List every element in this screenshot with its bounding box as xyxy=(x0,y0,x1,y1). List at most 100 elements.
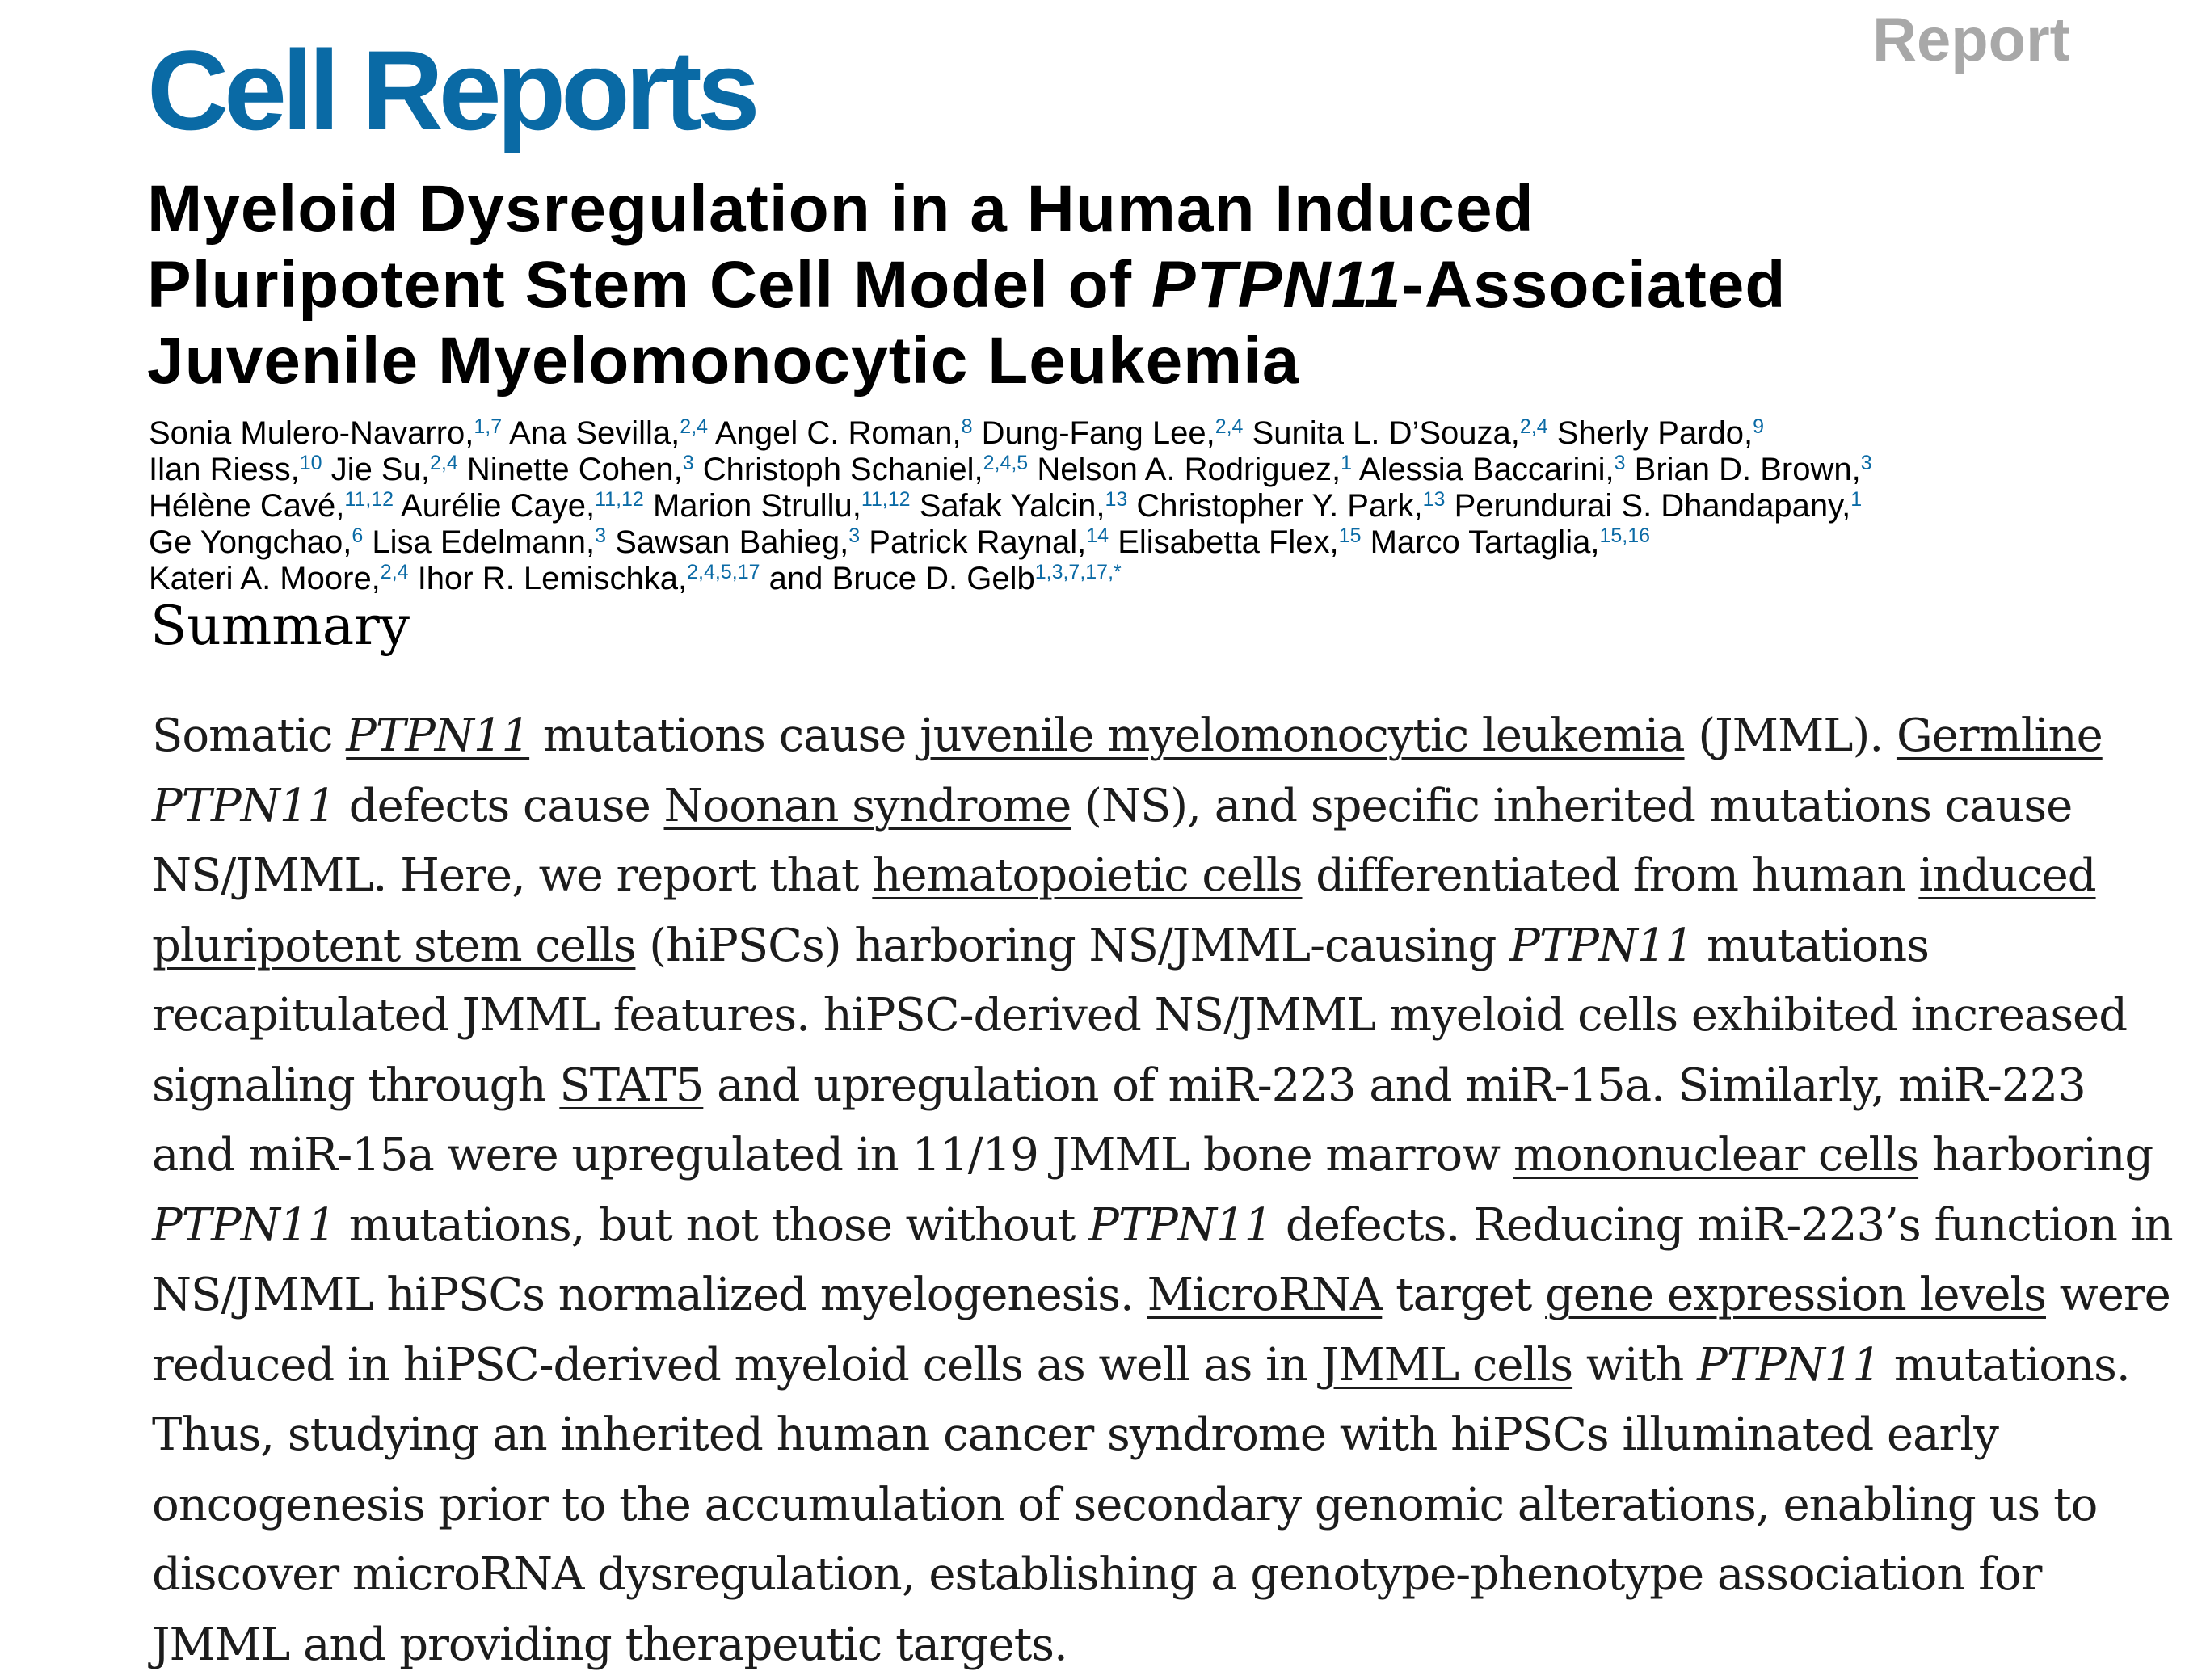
author-name[interactable]: Elisabetta Flex, xyxy=(1118,524,1338,560)
affiliation-superscript[interactable]: 2,4,5 xyxy=(983,452,1029,474)
affiliation-superscript[interactable]: 3 xyxy=(683,452,694,474)
affiliation-superscript[interactable]: 2,4 xyxy=(381,561,409,583)
author-name[interactable]: Kateri A. Moore, xyxy=(149,561,381,596)
affiliation-superscript[interactable]: 8 xyxy=(962,415,973,438)
affiliation-superscript[interactable]: 13 xyxy=(1423,488,1446,511)
author-name[interactable]: Sonia Mulero-Navarro, xyxy=(149,415,474,451)
author-name[interactable]: Christoph Schaniel, xyxy=(703,452,983,487)
summary-text-run: NS/JMML. Here, we report that xyxy=(152,849,872,902)
author-name[interactable]: Patrick Raynal, xyxy=(869,524,1086,560)
affiliation-superscript[interactable]: 15 xyxy=(1339,524,1362,547)
summary-line: PTPN11 mutations, but not those without … xyxy=(152,1191,2188,1261)
keyword-link[interactable]: pluripotent stem cells xyxy=(152,920,635,972)
author-name[interactable]: Brian D. Brown, xyxy=(1635,452,1861,487)
affiliation-superscript[interactable]: 14 xyxy=(1086,524,1109,547)
keyword-link[interactable]: induced xyxy=(1918,849,2095,902)
affiliation-superscript[interactable]: 3 xyxy=(595,524,606,547)
author-name[interactable]: Marco Tartaglia, xyxy=(1370,524,1600,560)
summary-text-run: Thus, studying an inherited human cancer… xyxy=(152,1408,1998,1461)
affiliation-superscript[interactable]: 15,16 xyxy=(1599,524,1650,547)
gene-name: PTPN11 xyxy=(1509,920,1693,972)
affiliation-superscript[interactable]: 11,12 xyxy=(344,488,394,511)
summary-text-run: (NS), and specific inherited mutations c… xyxy=(1071,780,2072,832)
author-name[interactable]: Lisa Edelmann, xyxy=(372,524,595,560)
author-name[interactable]: Alessia Baccarini, xyxy=(1359,452,1615,487)
keyword-link[interactable]: STAT5 xyxy=(559,1059,703,1112)
author-name[interactable]: Ana Sevilla, xyxy=(509,415,680,451)
affiliation-superscript[interactable]: 9 xyxy=(1753,415,1764,438)
affiliation-superscript[interactable]: 2,4,5,17 xyxy=(687,561,760,583)
author-name[interactable]: Sherly Pardo, xyxy=(1557,415,1753,451)
author-name[interactable]: Perundurai S. Dhandapany, xyxy=(1455,488,1851,524)
keyword-link[interactable]: PTPN11 xyxy=(346,709,529,762)
summary-text-run: were xyxy=(2046,1269,2170,1321)
summary-text-run: Somatic xyxy=(152,709,346,762)
summary-text-run: recapitulated JMML features. hiPSC-deriv… xyxy=(152,989,2127,1042)
summary-text-run: signaling through xyxy=(152,1059,559,1112)
author-conjunction: and xyxy=(769,561,823,596)
affiliation-superscript[interactable]: 2,4 xyxy=(430,452,458,474)
keyword-link[interactable]: gene expression levels xyxy=(1545,1269,2046,1321)
affiliation-superscript[interactable]: 1 xyxy=(1850,488,1862,511)
summary-text-run: and miR-15a were upregulated in 11/19 JM… xyxy=(152,1129,1513,1181)
summary-text-run: JMML and providing therapeutic targets. xyxy=(152,1619,1067,1671)
author-name[interactable]: Hélène Cavé, xyxy=(149,488,344,524)
title-gene-name: PTPN11 xyxy=(1151,248,1402,322)
author-name[interactable]: Aurélie Caye, xyxy=(401,488,595,524)
affiliation-superscript[interactable]: 11,12 xyxy=(861,488,911,511)
summary-line: NS/JMML hiPSCs normalized myelogenesis. … xyxy=(152,1261,2188,1331)
keyword-link[interactable]: hematopoietic cells xyxy=(872,849,1302,902)
affiliation-superscript[interactable]: 2,4 xyxy=(1215,415,1244,438)
affiliation-superscript[interactable]: 2,4 xyxy=(1520,415,1548,438)
author-name[interactable]: Christopher Y. Park, xyxy=(1136,488,1422,524)
author-name[interactable]: Angel C. Roman, xyxy=(715,415,962,451)
affiliation-superscript[interactable]: 13 xyxy=(1105,488,1127,511)
author-name[interactable]: Safak Yalcin, xyxy=(920,488,1105,524)
keyword-link[interactable]: mononuclear cells xyxy=(1513,1129,1918,1181)
keyword-link[interactable]: Germline xyxy=(1897,709,2103,762)
keyword-link[interactable]: JMML cells xyxy=(1321,1339,1572,1392)
summary-text-run: with xyxy=(1572,1339,1697,1392)
author-name[interactable]: Jie Su, xyxy=(331,452,430,487)
summary-text-run: reduced in hiPSC-derived myeloid cells a… xyxy=(152,1339,1321,1392)
summary-text-run: target xyxy=(1382,1269,1545,1321)
summary-text-run: (JMML). xyxy=(1685,709,1897,762)
author-name[interactable]: Ge Yongchao, xyxy=(149,524,352,560)
affiliation-superscript[interactable]: 2,4 xyxy=(680,415,708,438)
summary-text-run: (hiPSCs) harboring NS/JMML-causing xyxy=(635,920,1509,972)
author-name[interactable]: Sawsan Bahieg, xyxy=(615,524,848,560)
affiliation-superscript[interactable]: 1 xyxy=(1341,452,1352,474)
journal-logo[interactable]: Cell Reports xyxy=(147,34,756,147)
summary-line: oncogenesis prior to the accumulation of… xyxy=(152,1471,2188,1541)
article-title: Myeloid Dysregulation in a Human Induced… xyxy=(147,171,2151,399)
keyword-link[interactable]: juvenile myelomonocytic leukemia xyxy=(920,709,1684,762)
summary-text: Somatic PTPN11 mutations cause juvenile … xyxy=(152,701,2188,1680)
title-line-1: Myeloid Dysregulation in a Human Induced xyxy=(147,171,2151,247)
author-name[interactable]: Ilan Riess, xyxy=(149,452,300,487)
affiliation-superscript[interactable]: 1,3,7,17,* xyxy=(1035,561,1122,583)
keyword-link[interactable]: Noonan syndrome xyxy=(664,780,1071,832)
keyword-link[interactable]: MicroRNA xyxy=(1147,1269,1383,1321)
author-line: Ge Yongchao,6 Lisa Edelmann,3 Sawsan Bah… xyxy=(149,524,2169,561)
affiliation-superscript[interactable]: 1,7 xyxy=(474,415,502,438)
author-name[interactable]: Bruce D. Gelb xyxy=(832,561,1035,596)
affiliation-superscript[interactable]: 3 xyxy=(1615,452,1626,474)
affiliation-superscript[interactable]: 11,12 xyxy=(595,488,644,511)
summary-line: reduced in hiPSC-derived myeloid cells a… xyxy=(152,1331,2188,1401)
author-name[interactable]: Ninette Cohen, xyxy=(467,452,683,487)
affiliation-superscript[interactable]: 10 xyxy=(300,452,322,474)
summary-text-run: mutations. xyxy=(1880,1339,2130,1392)
author-name[interactable]: Ihor R. Lemischka, xyxy=(418,561,687,596)
author-name[interactable]: Nelson A. Rodriguez, xyxy=(1037,452,1341,487)
affiliation-superscript[interactable]: 3 xyxy=(1861,452,1872,474)
author-line: Kateri A. Moore,2,4 Ihor R. Lemischka,2,… xyxy=(149,561,2169,597)
author-line: Ilan Riess,10 Jie Su,2,4 Ninette Cohen,3… xyxy=(149,452,2169,488)
author-name[interactable]: Dung-Fang Lee, xyxy=(982,415,1215,451)
author-name[interactable]: Sunita L. D’Souza, xyxy=(1252,415,1520,451)
summary-text-run: differentiated from human xyxy=(1303,849,1919,902)
summary-text-run: defects. Reducing miR-223’s function in xyxy=(1272,1199,2173,1252)
affiliation-superscript[interactable]: 3 xyxy=(848,524,860,547)
author-name[interactable]: Marion Strullu, xyxy=(653,488,861,524)
affiliation-superscript[interactable]: 6 xyxy=(352,524,363,547)
gene-name: PTPN11 xyxy=(152,780,335,832)
